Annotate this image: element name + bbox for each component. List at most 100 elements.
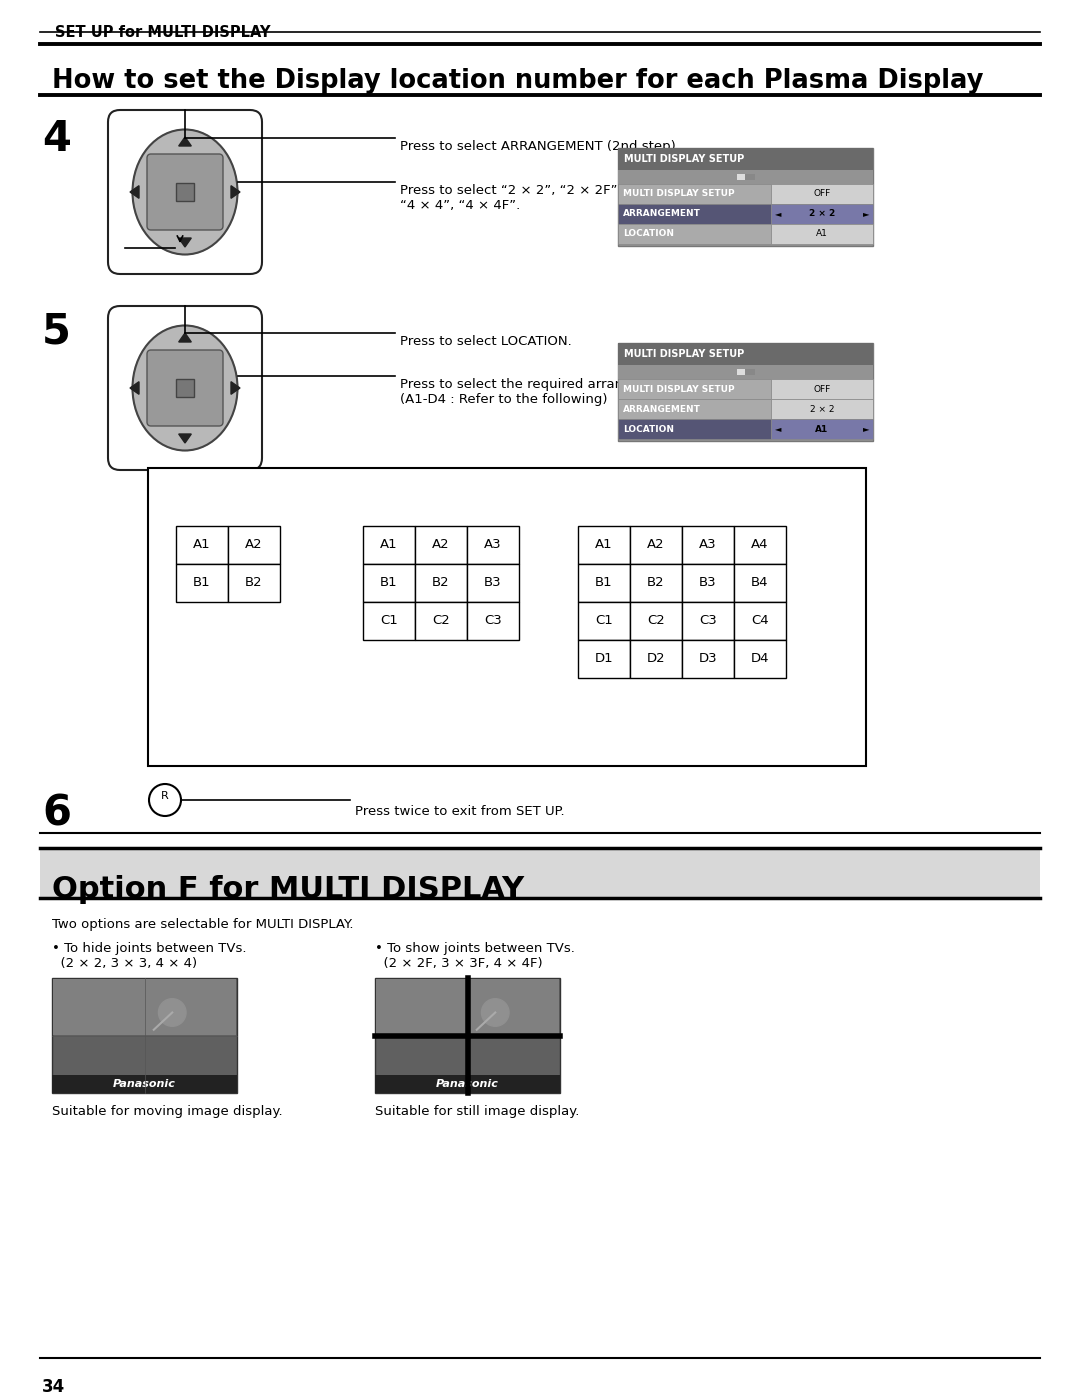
Bar — [745, 175, 755, 180]
Text: A2: A2 — [432, 538, 449, 552]
Text: C4: C4 — [752, 615, 769, 627]
Bar — [415, 527, 467, 564]
Bar — [578, 527, 630, 564]
Bar — [467, 527, 519, 564]
Text: C1: C1 — [595, 615, 612, 627]
Bar — [745, 369, 755, 374]
Polygon shape — [130, 381, 139, 394]
Text: Press to select “2 × 2”, “2 × 2F”, “3 × 3”, “3 × 3F”,
“4 × 4”, “4 × 4F”.: Press to select “2 × 2”, “2 × 2F”, “3 × … — [400, 184, 746, 212]
Text: • To show joints between TVs.: • To show joints between TVs. — [375, 942, 575, 956]
Text: ►: ► — [863, 425, 869, 433]
Bar — [148, 468, 866, 766]
Bar — [415, 602, 467, 640]
Text: A3: A3 — [699, 538, 717, 552]
Text: R: R — [161, 791, 168, 800]
Bar — [363, 602, 415, 640]
Polygon shape — [178, 137, 191, 147]
Text: 4: 4 — [42, 117, 71, 161]
Text: C3: C3 — [699, 615, 717, 627]
Bar — [618, 365, 873, 379]
Bar — [40, 848, 1040, 898]
Text: B1: B1 — [193, 577, 211, 590]
Text: LOCATION: LOCATION — [623, 425, 674, 433]
Text: Press twice to exit from SET UP.: Press twice to exit from SET UP. — [355, 805, 565, 819]
Text: OFF: OFF — [813, 190, 831, 198]
Bar — [618, 148, 873, 170]
Text: C3: C3 — [484, 615, 502, 627]
Bar — [467, 602, 519, 640]
Bar — [176, 527, 228, 564]
Text: ARRANGEMENT: ARRANGEMENT — [623, 210, 701, 218]
Text: C2: C2 — [647, 615, 665, 627]
Text: A2: A2 — [245, 538, 262, 552]
Text: ( 3 × 3 (F) ): ( 3 × 3 (F) ) — [405, 511, 477, 524]
Text: B1: B1 — [380, 577, 397, 590]
Bar — [176, 564, 228, 602]
Text: B1: B1 — [595, 577, 612, 590]
Text: A3: A3 — [484, 538, 502, 552]
Bar — [734, 640, 786, 678]
Text: MULTI DISPLAY SETUP: MULTI DISPLAY SETUP — [623, 190, 734, 198]
Circle shape — [149, 784, 181, 816]
Text: B2: B2 — [432, 577, 449, 590]
Bar — [363, 527, 415, 564]
Bar — [618, 224, 771, 244]
Text: D2: D2 — [647, 652, 665, 665]
Text: Option F for MULTI DISPLAY: Option F for MULTI DISPLAY — [52, 875, 524, 904]
Bar — [618, 419, 771, 439]
Ellipse shape — [133, 130, 238, 254]
Text: (2 × 2F, 3 × 3F, 4 × 4F): (2 × 2F, 3 × 3F, 4 × 4F) — [375, 957, 542, 970]
Bar — [618, 344, 873, 365]
Bar — [734, 564, 786, 602]
Bar — [228, 564, 280, 602]
Bar — [415, 564, 467, 602]
Bar — [630, 602, 681, 640]
Circle shape — [159, 999, 186, 1027]
Text: B4: B4 — [752, 577, 769, 590]
Text: Panasonic: Panasonic — [436, 1078, 499, 1090]
Bar — [53, 979, 237, 1035]
Text: C1: C1 — [380, 615, 397, 627]
Bar — [228, 527, 280, 564]
Text: ►: ► — [863, 210, 869, 218]
Text: (2 × 2, 3 × 3, 4 × 4): (2 × 2, 3 × 3, 4 × 4) — [52, 957, 198, 970]
Bar — [630, 564, 681, 602]
Bar — [376, 979, 559, 1035]
Bar — [578, 640, 630, 678]
Bar — [618, 148, 873, 246]
Text: Press to select the required arrangement number.
(A1-D4 : Refer to the following: Press to select the required arrangement… — [400, 379, 734, 407]
Text: How to set the Display location number for each Plasma Display: How to set the Display location number f… — [52, 68, 984, 94]
Bar — [734, 602, 786, 640]
Bar — [737, 175, 747, 180]
Text: ARRANGEMENT: ARRANGEMENT — [623, 405, 701, 414]
Text: LOCATION: LOCATION — [623, 229, 674, 239]
Bar — [681, 564, 734, 602]
Text: D1: D1 — [595, 652, 613, 665]
Bar — [578, 602, 630, 640]
Text: B3: B3 — [699, 577, 717, 590]
Text: D4: D4 — [751, 652, 769, 665]
Text: Display Number locations for each arrangement.: Display Number locations for each arrang… — [170, 488, 572, 503]
Bar — [618, 344, 873, 441]
Text: B3: B3 — [484, 577, 502, 590]
Text: A4: A4 — [752, 538, 769, 552]
Text: A1: A1 — [595, 538, 612, 552]
Text: ( 4 × 4 (F) ): ( 4 × 4 (F) ) — [646, 511, 718, 524]
Bar — [771, 379, 873, 400]
Text: Suitable for still image display.: Suitable for still image display. — [375, 1105, 579, 1118]
Bar — [630, 640, 681, 678]
Text: • To hide joints between TVs.: • To hide joints between TVs. — [52, 942, 246, 956]
Text: Press to select LOCATION.: Press to select LOCATION. — [400, 335, 571, 348]
Text: MULTI DISPLAY SETUP: MULTI DISPLAY SETUP — [623, 384, 734, 394]
Text: 6: 6 — [42, 793, 71, 835]
Bar — [52, 1076, 237, 1092]
Bar — [630, 527, 681, 564]
Bar — [681, 527, 734, 564]
Polygon shape — [178, 332, 191, 342]
Bar — [52, 978, 237, 1092]
Bar — [375, 978, 561, 1092]
Text: ◄: ◄ — [775, 425, 782, 433]
Circle shape — [482, 999, 509, 1027]
Bar — [618, 204, 771, 224]
Text: A1: A1 — [193, 538, 211, 552]
